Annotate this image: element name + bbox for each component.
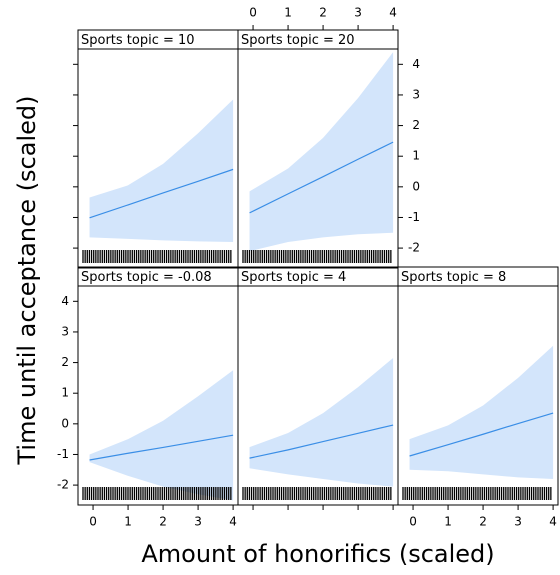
y-tick-label: 2 [61,355,69,369]
x-tick-label: 0 [249,6,257,20]
y-tick-label: 3 [412,87,420,101]
x-tick-label: 3 [194,515,202,529]
x-tick-label: 1 [124,515,132,529]
x-tick-label: 4 [389,6,397,20]
x-tick-label: 0 [89,515,97,529]
x-tick-label: 0 [409,515,417,529]
confidence-band [89,370,234,501]
x-axis-title: Amount of honorifics (scaled) [141,540,494,568]
strip [397,266,559,287]
fit-line [249,141,394,214]
confidence-band [89,99,234,242]
strip-label: Sports topic = -0.08 [81,270,212,285]
confidence-band [249,357,394,487]
y-tick-label: 4 [412,57,420,71]
y-axis-title: Time until acceptance (scaled) [13,96,41,466]
confidence-band [249,52,394,252]
confidence-band [409,345,554,479]
strip [237,29,399,50]
x-tick-label: 1 [444,515,452,529]
y-tick-label: -2 [408,241,420,255]
y-tick-label: 4 [61,294,69,308]
x-tick-label: 2 [479,515,487,529]
y-tick-label: -1 [57,447,69,461]
strip-label: Sports topic = 4 [241,270,346,285]
y-tick-label: 1 [61,386,69,400]
x-tick-label: 1 [284,6,292,20]
y-tick-label: 0 [412,179,420,193]
fit-line [409,412,554,457]
strip-label: Sports topic = 20 [241,33,355,48]
strip-label: Sports topic = 10 [81,33,195,48]
strip-label: Sports topic = 8 [401,270,506,285]
x-tick-label: 4 [549,515,557,529]
fit-line [89,168,234,219]
y-tick-label: 1 [412,149,420,163]
x-tick-label: 2 [159,515,167,529]
x-tick-label: 2 [319,6,327,20]
y-tick-label: 0 [61,416,69,430]
y-tick-label: -1 [408,210,420,224]
y-tick-label: -2 [57,478,69,492]
fit-line [89,434,234,461]
x-tick-label: 3 [354,6,362,20]
y-tick-label: 2 [412,118,420,132]
fit-line [249,424,394,459]
x-tick-label: 3 [514,515,522,529]
y-tick-label: 3 [61,324,69,338]
x-tick-label: 4 [229,515,237,529]
